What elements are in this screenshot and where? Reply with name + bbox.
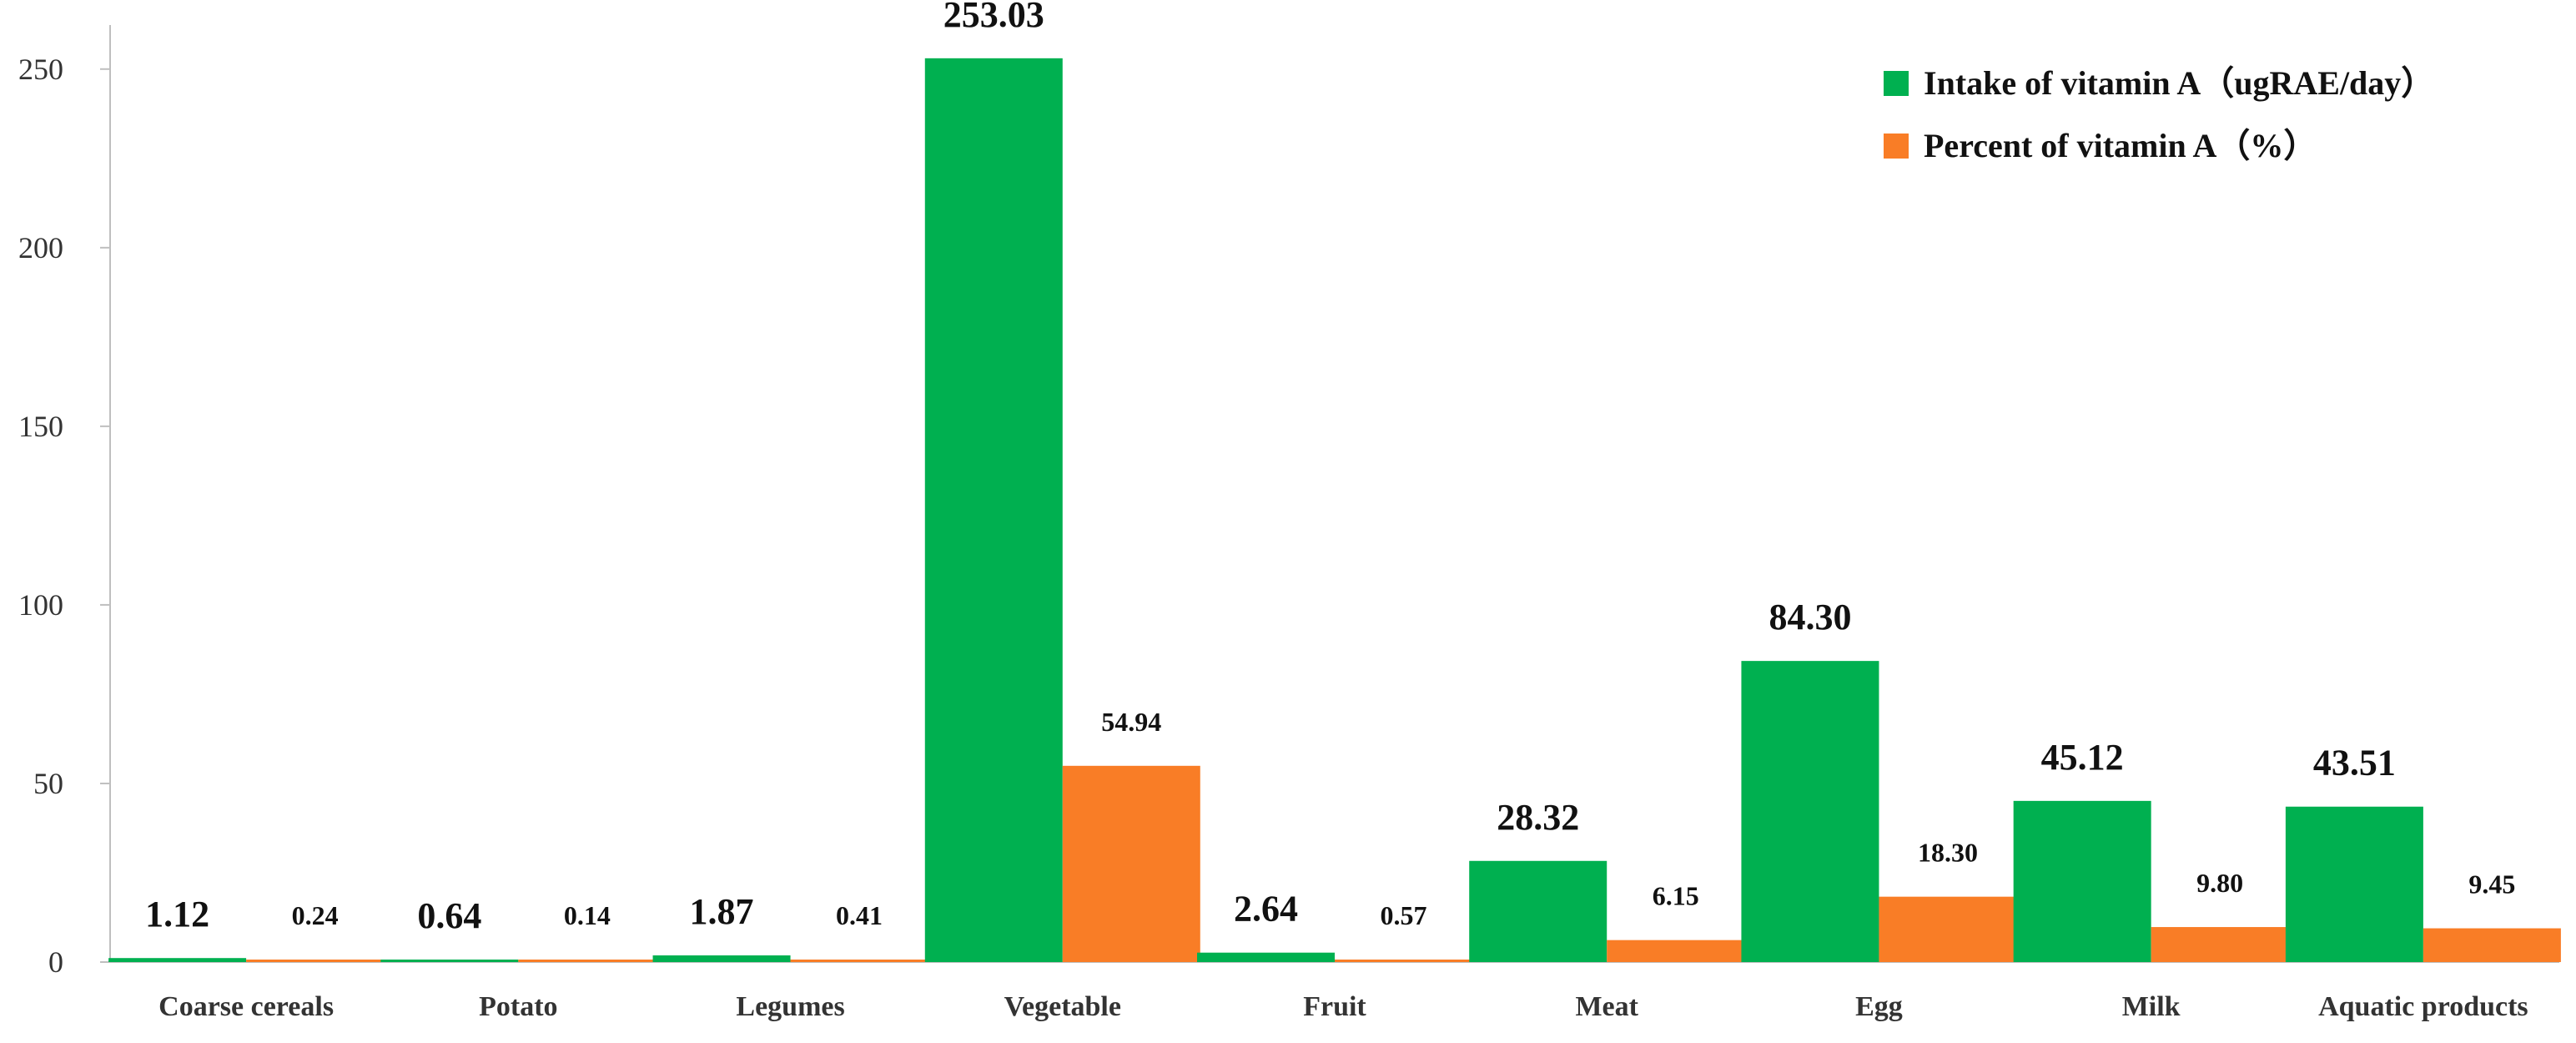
data-label: 6.15 [1653, 881, 1699, 911]
bar-intake [652, 955, 791, 962]
bar-percent [518, 960, 657, 962]
bar-percent [1062, 765, 1200, 962]
bar-percent [1879, 896, 2017, 962]
data-label: 0.14 [564, 900, 611, 930]
data-label: 9.45 [2468, 869, 2515, 899]
bar-intake [2013, 800, 2151, 962]
bar-intake [1741, 661, 1879, 962]
bar-intake [380, 960, 519, 962]
x-tick-label: Meat [1575, 991, 1638, 1022]
legend: Intake of vitamin A（ugRAE/day） Percent of… [1884, 64, 2434, 164]
bar-percent [2423, 928, 2561, 962]
x-tick-label: Aquatic products [2318, 991, 2528, 1022]
legend-swatch [1884, 134, 1909, 159]
x-tick-label: Egg [1855, 991, 1903, 1022]
x-tick-label: Legumes [736, 991, 844, 1022]
legend-swatch [1884, 71, 1909, 96]
legend-entry: Intake of vitamin A（ugRAE/day） [1924, 64, 2434, 102]
data-label: 0.24 [292, 900, 339, 930]
y-tick-label: 200 [18, 231, 63, 265]
axes: 0 50 100 150 200 250 [18, 25, 2559, 979]
data-label: 1.87 [690, 891, 754, 932]
data-label: 28.32 [1497, 797, 1579, 838]
bars [108, 58, 2561, 963]
data-label: 45.12 [2041, 737, 2124, 778]
bar-percent [2151, 927, 2289, 962]
y-tick-label: 0 [48, 945, 63, 979]
y-tick-label: 50 [33, 767, 63, 800]
bar-intake [108, 958, 247, 962]
data-label: 2.64 [1234, 889, 1298, 930]
bar-percent [1335, 960, 1472, 962]
data-label: 0.64 [417, 895, 481, 936]
data-label: 18.30 [1918, 838, 1978, 868]
data-label: 43.51 [2313, 743, 2396, 784]
data-label: 0.57 [1381, 900, 1427, 930]
bar-intake [1197, 952, 1335, 962]
data-label: 54.94 [1101, 707, 1161, 737]
bar-percent [790, 960, 928, 962]
data-label: 253.03 [943, 0, 1044, 35]
y-tick-label: 150 [18, 410, 63, 443]
bar-intake [1469, 860, 1607, 962]
x-tick-label: Vegetable [1004, 991, 1121, 1022]
data-label: 0.41 [836, 900, 883, 930]
data-labels: Coarse cereals 1.12 0.24 Potato 0.64 0.14 Legu… [145, 0, 2528, 1022]
bar-percent [1607, 940, 1745, 962]
x-tick-label: Fruit [1303, 991, 1366, 1022]
legend-entry: Percent of vitamin A（%） [1924, 127, 2317, 164]
bar-intake [924, 58, 1063, 963]
data-label: 9.80 [2196, 868, 2243, 898]
bar-percent [246, 960, 385, 962]
y-tick-label: 250 [18, 53, 63, 86]
data-label: 1.12 [145, 894, 209, 935]
data-label: 84.30 [1768, 597, 1851, 637]
x-tick-label: Coarse cereals [158, 991, 334, 1022]
x-tick-label: Milk [2122, 991, 2181, 1022]
bar-intake [2285, 806, 2423, 962]
y-tick-label: 100 [18, 588, 63, 622]
x-tick-label: Potato [479, 991, 557, 1022]
